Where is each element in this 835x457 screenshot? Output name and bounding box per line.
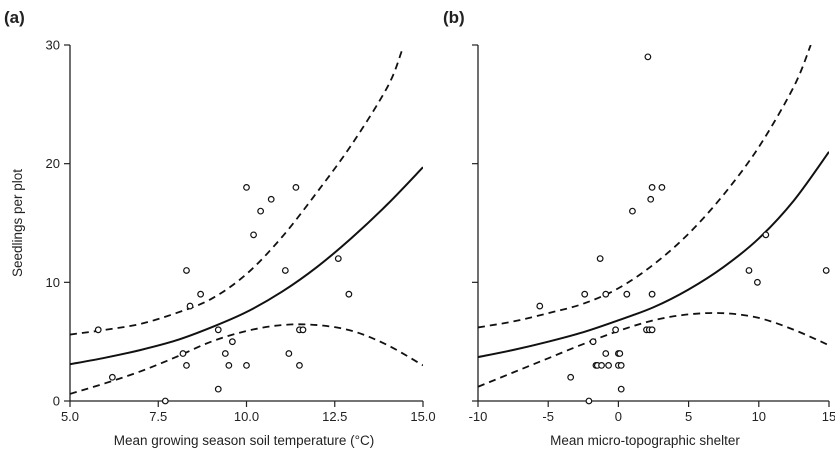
panel-a-data-point xyxy=(183,267,190,274)
panel-a-data-point xyxy=(285,350,293,357)
panel-a-data-point xyxy=(214,385,222,393)
panel-a-data-point xyxy=(197,290,205,298)
panel-b-data-point xyxy=(589,338,597,346)
panel-a: (a) Seedlings per plot Mean growing seas… xyxy=(4,8,436,448)
panel-b-data-point xyxy=(623,290,631,298)
panel-a-ci-upper-line xyxy=(70,50,403,336)
panel-a-x-tick-label: 12.5 xyxy=(322,409,347,424)
panel-a-x-tick-label: 10.0 xyxy=(234,409,259,424)
panel-a-x-tick-label: 15.0 xyxy=(410,409,435,424)
panel-b-ci-lower-line xyxy=(478,312,829,388)
panel-b-data-point xyxy=(629,207,636,215)
panel-b-data-point xyxy=(762,231,770,239)
panel-b-data-point xyxy=(581,290,589,298)
panel-a-x-axis-title: Mean growing season soil temperature (°C… xyxy=(114,433,375,448)
panel-b-data-point xyxy=(596,255,604,263)
panel-a-data-point xyxy=(221,350,229,357)
panel-b-data-point xyxy=(602,350,610,357)
panel-b-x-tick-label: -5 xyxy=(542,409,554,424)
panel-a-y-tick-label: 30 xyxy=(46,38,60,53)
panel-b-data-point xyxy=(648,183,656,191)
panel-b-data-point xyxy=(644,53,652,61)
panel-b-data-point xyxy=(745,267,753,274)
panel-b-data-point xyxy=(536,302,544,310)
panel-a-data-point xyxy=(281,267,289,274)
panel-a-y-axis-title: Seedlings per plot xyxy=(10,169,25,277)
panel-b-x-tick-label: 5 xyxy=(685,409,692,424)
panel-b-x-tick-label: 15 xyxy=(822,409,835,424)
panel-a-data-point xyxy=(228,338,236,346)
panel-a-data-point xyxy=(267,195,275,203)
panel-a-label: (a) xyxy=(4,8,25,27)
panel-a-data-point xyxy=(257,207,265,215)
panel-b-data-point xyxy=(648,290,656,298)
panel-a-data-point xyxy=(243,362,250,369)
panel-a-x-tick-label: 5.0 xyxy=(61,409,79,424)
panel-a-fit-line xyxy=(70,166,423,366)
panel-a-data-point xyxy=(108,373,116,381)
panel-a-ci-lower-line xyxy=(70,323,423,395)
panel-a-x-tick-label: 7.5 xyxy=(149,409,167,424)
panel-a-data-point xyxy=(345,290,353,298)
panel-b-data-point xyxy=(648,326,656,334)
panel-a-data-point xyxy=(296,362,303,369)
panel-a-data-point xyxy=(214,326,222,334)
panel-b-data-point xyxy=(567,373,575,381)
panel-b-data-point xyxy=(605,362,612,369)
panel-a-data-point xyxy=(334,255,342,263)
panel-a-data-point xyxy=(299,326,307,334)
panel-a-y-tick-label: 20 xyxy=(46,156,60,171)
panel-b-label: (b) xyxy=(443,8,465,27)
panel-b-x-tick-label: 10 xyxy=(752,409,766,424)
panel-a-data-point xyxy=(161,397,169,405)
panel-a-data-point xyxy=(183,362,190,369)
panel-a-data-point xyxy=(250,231,257,239)
panel-a-data-point xyxy=(292,183,300,191)
panel-a-data-point xyxy=(179,350,187,357)
panel-b-data-point xyxy=(647,195,655,203)
panel-b-data-point xyxy=(658,183,666,191)
panel-b-x-tick-label: 0 xyxy=(615,409,622,424)
panel-b-data-point xyxy=(612,326,619,334)
panel-b-data-point xyxy=(602,290,610,298)
panel-b-data-point xyxy=(585,397,593,405)
panel-a-data-point xyxy=(225,362,233,369)
panel-a-data-point xyxy=(243,183,250,191)
panel-a-data-point xyxy=(186,302,194,310)
panel-a-y-tick-label: 0 xyxy=(53,394,60,409)
panel-b: (b) Mean micro-topographic shelter -10 -5… xyxy=(443,8,835,448)
panel-b-x-axis-title: Mean micro-topographic shelter xyxy=(550,433,740,448)
panel-b-data-point xyxy=(598,362,605,369)
panel-b-data-point xyxy=(616,350,624,357)
panel-b-data-point xyxy=(617,385,625,393)
panel-b-ci-upper-line xyxy=(478,45,812,329)
panel-b-data-point xyxy=(822,267,830,274)
panel-b-data-point xyxy=(753,278,761,286)
panel-a-y-tick-label: 10 xyxy=(46,275,60,290)
panel-b-fit-line xyxy=(478,151,829,359)
panel-a-data-point xyxy=(94,326,102,334)
panel-b-x-tick-label: -10 xyxy=(469,409,488,424)
panel-b-data-point xyxy=(617,362,625,369)
